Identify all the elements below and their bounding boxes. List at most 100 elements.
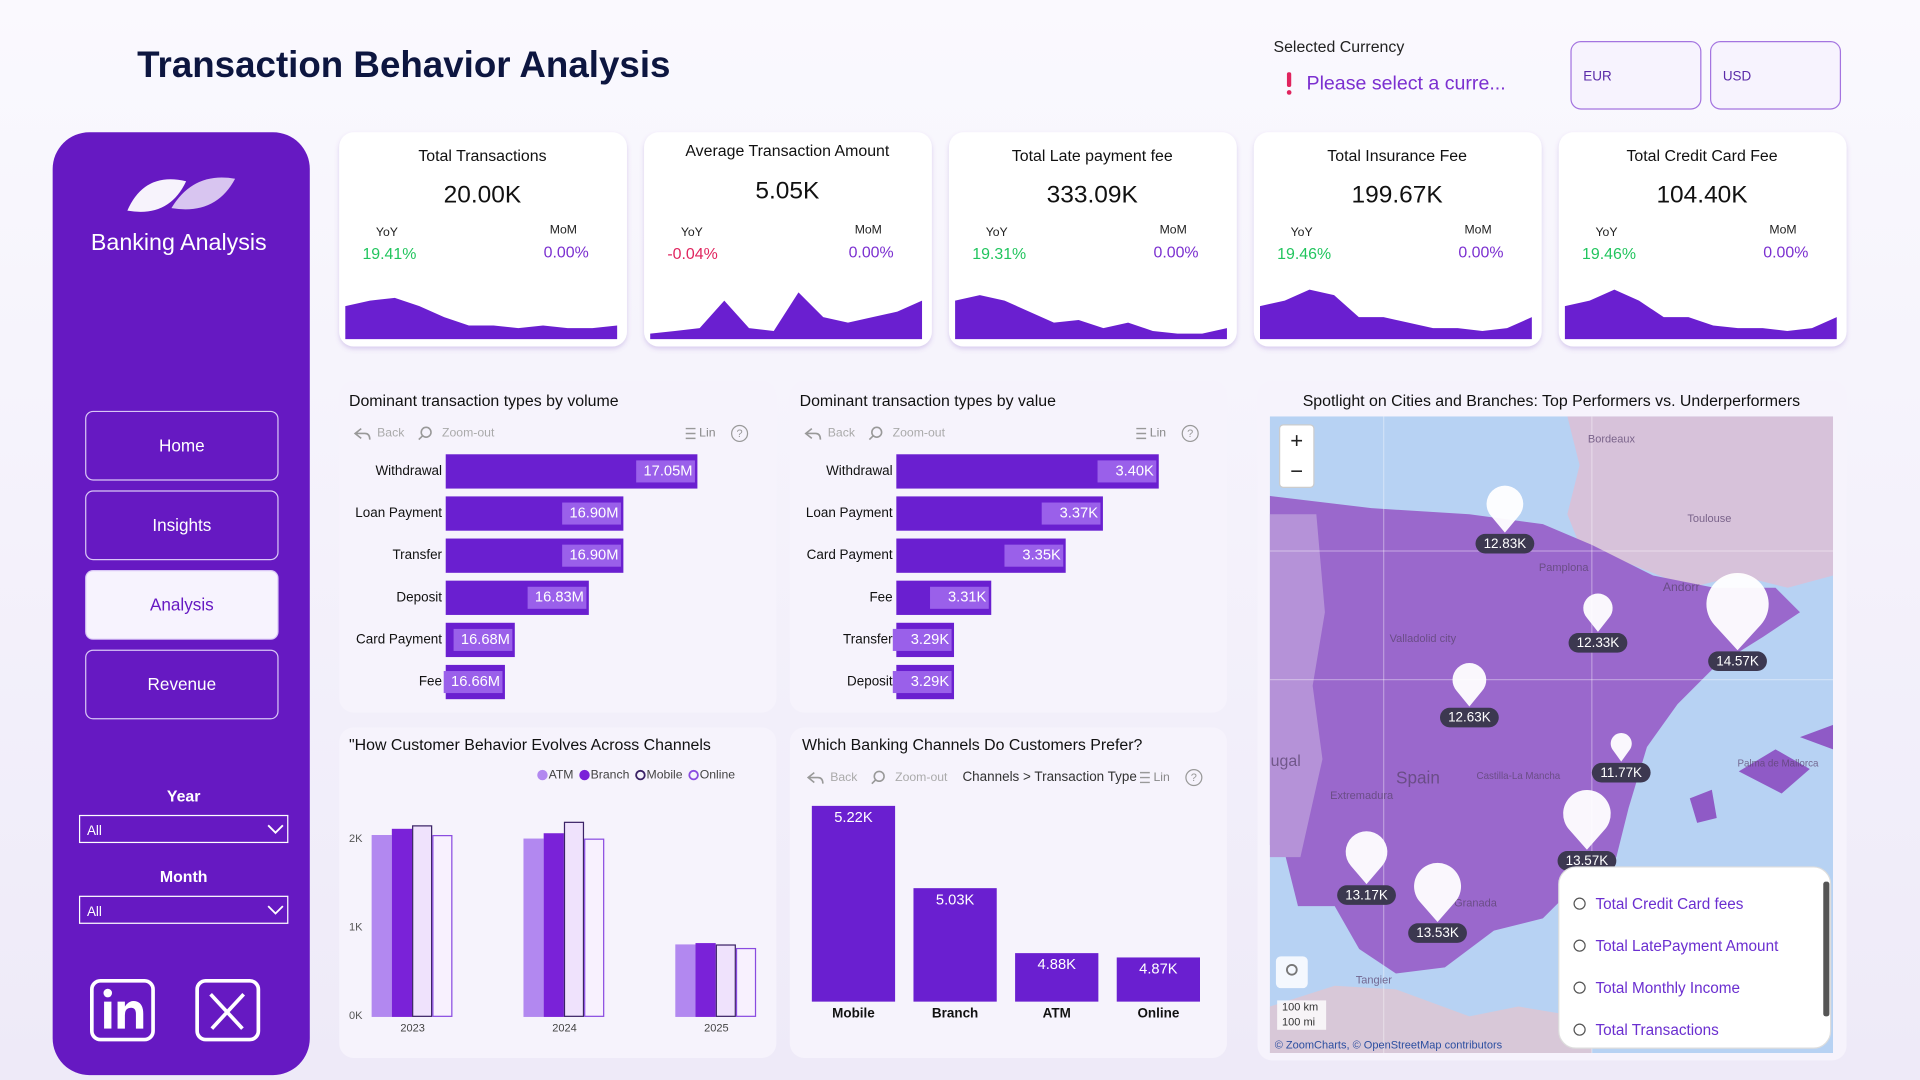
legend-label: ATM <box>549 767 574 781</box>
linkedin-icon[interactable] <box>90 978 155 1042</box>
list-icon <box>1136 427 1147 440</box>
map-island <box>1800 724 1834 750</box>
legend-radio[interactable] <box>1573 1023 1586 1036</box>
map-marker[interactable] <box>1563 789 1611 850</box>
map-marker[interactable] <box>1706 573 1769 651</box>
map-place-label: Tangier <box>1356 975 1392 987</box>
legend-option: Total Credit Card fees <box>1596 896 1744 913</box>
filter-dropdown[interactable] <box>78 814 289 844</box>
map-marker[interactable] <box>1486 485 1524 533</box>
legend-radio[interactable] <box>1573 981 1586 994</box>
toolbar-zoom[interactable]: Zoom-out <box>442 426 495 440</box>
kpi-sparkline <box>345 297 618 340</box>
kpi-title: Total Credit Card Fee <box>1626 148 1777 165</box>
alert-dot <box>1286 90 1292 95</box>
kpi-title: Average Transaction Amount <box>685 143 890 160</box>
scale-km: 100 km <box>1282 1002 1318 1014</box>
kpi-yoy: -0.04% <box>667 246 717 263</box>
toolbar-mode[interactable]: Lin <box>699 426 716 440</box>
x-tick-label: 2023 <box>400 1022 425 1034</box>
zoom-icon-handle <box>418 435 424 441</box>
currency-button[interactable] <box>1710 41 1842 110</box>
x-icon[interactable] <box>195 978 261 1042</box>
kpi-value: 104.40K <box>1656 181 1748 208</box>
filter-dropdown[interactable] <box>78 895 289 924</box>
kpi-sparkline <box>1260 289 1532 340</box>
category-label: Fee <box>869 589 892 604</box>
toolbar-back[interactable]: Back <box>377 426 405 440</box>
scale-box <box>1277 1000 1327 1030</box>
map-place-label: Toulouse <box>1687 513 1731 525</box>
bar <box>584 838 605 1017</box>
currency-option: EUR <box>1583 69 1612 84</box>
legend-label: Mobile <box>647 767 683 781</box>
category-label: Loan Payment <box>806 505 893 520</box>
map-marker[interactable] <box>1414 862 1462 923</box>
category-label: Deposit <box>396 589 442 604</box>
zoom-icon <box>873 770 885 783</box>
category-label: Card Payment <box>807 547 893 562</box>
scale-mi: 100 mi <box>1282 1016 1315 1028</box>
bar <box>523 838 544 1017</box>
kpi-card <box>948 132 1237 347</box>
map-land <box>1269 985 1592 1054</box>
map-place-label: Pamplona <box>1539 562 1589 574</box>
map-place-label: Valladolid city <box>1390 633 1457 645</box>
toolbar-zoom[interactable]: Zoom-out <box>893 426 946 440</box>
value-label: 17.05M <box>644 463 693 479</box>
zoom-control <box>1278 424 1315 488</box>
nav-button[interactable] <box>85 410 279 481</box>
marker-label: 13.57K <box>1566 853 1609 868</box>
nav-button[interactable] <box>85 649 279 720</box>
chart-title: Spotlight on Cities and Branches: Top Pe… <box>1303 393 1800 410</box>
map-marker[interactable] <box>1610 733 1632 762</box>
kpi-value: 20.00K <box>444 181 522 208</box>
locate-button[interactable] <box>1275 956 1308 989</box>
category-label: Fee <box>419 674 442 689</box>
toolbar-back[interactable]: Back <box>828 426 856 440</box>
nav-button[interactable] <box>85 490 279 561</box>
legend-radio[interactable] <box>1573 939 1586 952</box>
marker-label: 12.33K <box>1577 635 1620 650</box>
map-place-label: Andorr <box>1663 580 1700 594</box>
filter-label: Year <box>167 788 201 805</box>
zoom-in[interactable]: + <box>1290 428 1303 453</box>
bar <box>371 835 392 1017</box>
value-label: 3.29K <box>911 632 950 648</box>
toolbar-zoom[interactable]: Zoom-out <box>895 770 948 784</box>
marker-label-bg <box>1408 923 1467 943</box>
kpi-mom-label: MoM <box>550 222 577 236</box>
map-marker[interactable] <box>1345 831 1388 885</box>
map-marker[interactable] <box>1452 663 1487 707</box>
nav-button[interactable] <box>85 570 279 640</box>
legend-radio[interactable] <box>1573 897 1586 910</box>
marker-label: 12.83K <box>1484 536 1527 551</box>
map-place-label: Extremadura <box>1330 790 1394 802</box>
value-label-bg <box>930 586 989 609</box>
bar <box>811 805 896 1002</box>
marker-label: 13.53K <box>1416 925 1459 940</box>
category-label: Withdrawal <box>826 463 893 478</box>
toolbar-mode[interactable]: Lin <box>1150 426 1167 440</box>
toolbar-back[interactable]: Back <box>830 770 858 784</box>
map-place-label: Spain <box>1396 767 1440 787</box>
kpi-yoy-label: YoY <box>1291 225 1313 239</box>
value-label-bg <box>443 671 503 694</box>
chart-title: Dominant transaction types by value <box>800 393 1057 410</box>
value-label: 16.83M <box>535 590 584 606</box>
logo-leaf <box>127 179 187 212</box>
list-icon <box>1140 771 1150 784</box>
value-label: 4.88K <box>1038 957 1077 973</box>
marker-label-bg <box>1708 651 1767 672</box>
map-marker[interactable] <box>1583 593 1613 632</box>
zoom-out[interactable]: − <box>1290 458 1303 483</box>
category-label: Transfer <box>392 547 442 562</box>
toolbar-mode[interactable]: Lin <box>1153 770 1170 784</box>
value-label-bg <box>562 502 621 525</box>
chevron <box>267 824 284 834</box>
currency-button[interactable] <box>1570 41 1702 110</box>
map: Bordeaux Toulouse Andorr Pamplona Valladolid… <box>1269 416 1834 1054</box>
value-label: 3.29K <box>911 674 950 690</box>
kpi-title: Total Insurance Fee <box>1327 148 1467 165</box>
